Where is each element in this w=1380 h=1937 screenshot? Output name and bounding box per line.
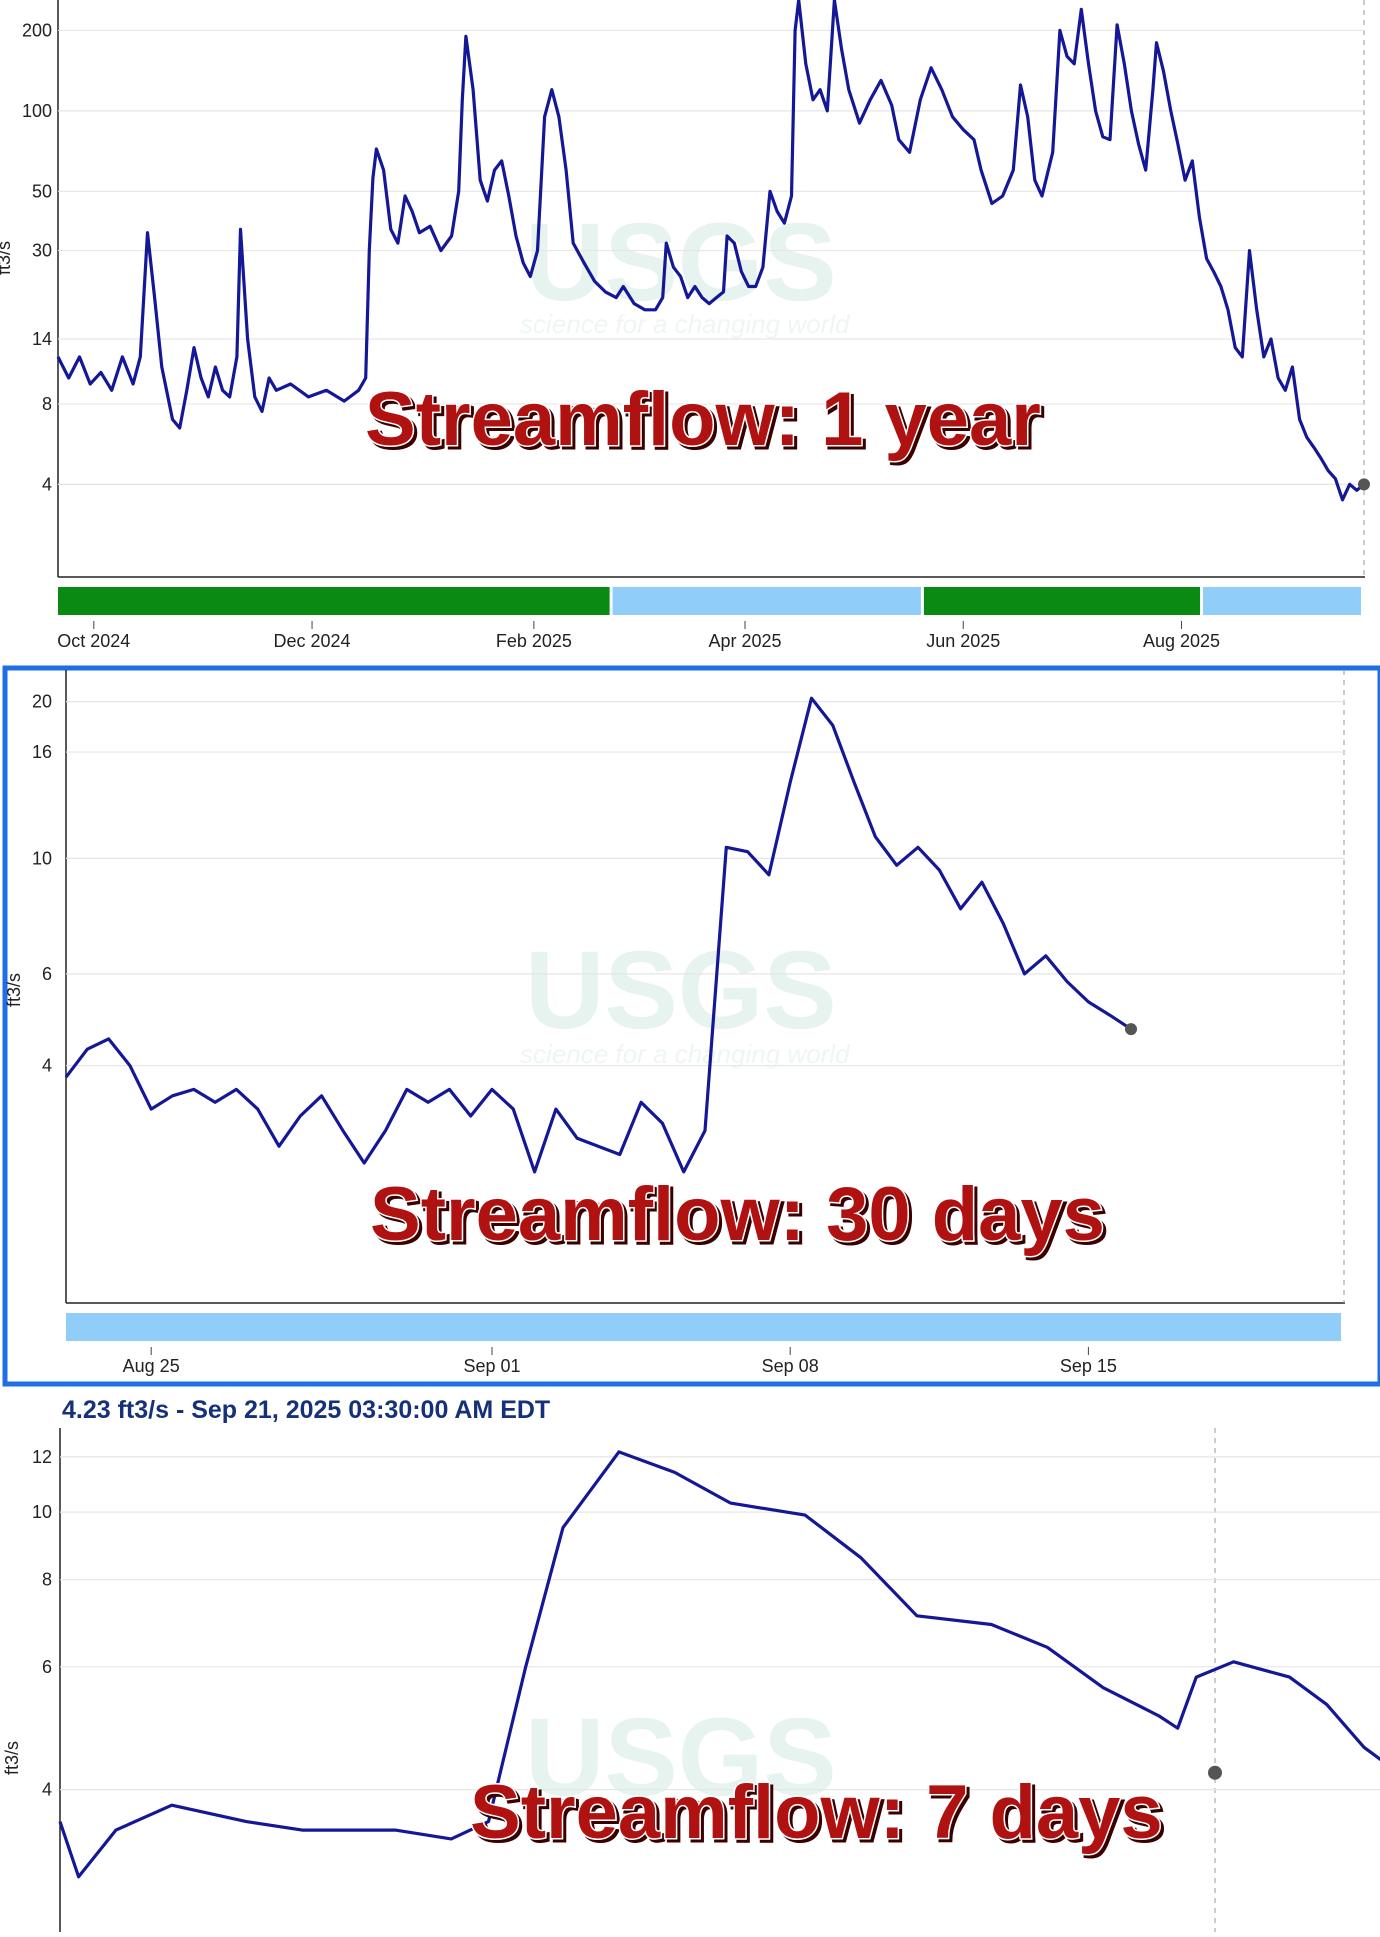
watermark-2: USGS science for a changing world <box>520 929 851 1069</box>
approval-status-segment <box>66 1313 1341 1341</box>
watermark-logo: USGS <box>525 929 837 1052</box>
x-tick-label: Dec 2024 <box>274 631 351 651</box>
hover-value-marker <box>1208 1765 1222 1780</box>
y-axis-label: ft3/s <box>0 241 14 275</box>
chart-1-year: USGS science for a changing world 200100… <box>0 0 1370 651</box>
watermark-3: USGS <box>525 1696 837 1819</box>
x-tick-label: Oct 2024 <box>57 631 130 651</box>
streamflow-series-line <box>58 1450 1380 1879</box>
selected-panel-frame <box>2 665 1380 1387</box>
y-tick-label: 200 <box>22 20 52 40</box>
y-tick-label: 4 <box>42 1056 52 1076</box>
approval-status-segment <box>1202 587 1361 615</box>
streamflow-series-line <box>64 696 1132 1174</box>
y-tick-label: 6 <box>42 964 52 984</box>
y-tick-label: 4 <box>42 474 52 494</box>
x-tick-label: Sep 01 <box>463 1356 520 1376</box>
y-axis-label: ft3/s <box>4 973 24 1007</box>
chart-7-days: 4.23 ft3/s - Sep 21, 2025 03:30:00 AM ED… <box>2 1396 1380 1932</box>
x-tick-label: Sep 08 <box>762 1356 819 1376</box>
x-tick-label: Sep 15 <box>1060 1356 1117 1376</box>
chart-overlay-title: Streamflow: 1 year <box>365 377 1041 462</box>
approval-status-segment <box>923 587 1200 615</box>
y-tick-label: 100 <box>22 101 52 121</box>
x-tick-label: Aug 2025 <box>1143 631 1220 651</box>
latest-value-marker <box>1358 478 1370 491</box>
y-tick-label: 30 <box>32 241 52 261</box>
x-tick-label: Aug 25 <box>123 1356 180 1376</box>
y-tick-label: 4 <box>42 1780 52 1800</box>
y-tick-label: 10 <box>32 848 52 868</box>
watermark-tagline: science for a changing world <box>520 309 851 339</box>
y-tick-label: 16 <box>32 742 52 762</box>
chart-30-days: USGS science for a changing world 20 16 10… <box>4 670 1345 1376</box>
x-tick-label: Jun 2025 <box>926 631 1000 651</box>
y-tick-label: 12 <box>32 1447 52 1467</box>
watermark-tagline: science for a changing world <box>520 1039 851 1069</box>
watermark-logo: USGS <box>525 1696 837 1819</box>
chart-overlay-title: Streamflow: 30 days <box>370 1172 1105 1257</box>
y-tick-label: 8 <box>42 1570 52 1590</box>
y-axis-label: ft3/s <box>2 1741 22 1775</box>
approval-status-segment <box>58 587 610 615</box>
y-tick-label: 20 <box>32 692 52 712</box>
streamflow-series-line <box>56 0 1366 502</box>
x-tick-label: Apr 2025 <box>708 631 781 651</box>
x-tick-label: Feb 2025 <box>496 631 572 651</box>
y-tick-label: 6 <box>42 1657 52 1677</box>
latest-value-marker <box>1125 1023 1137 1036</box>
value-readout: 4.23 ft3/s - Sep 21, 2025 03:30:00 AM ED… <box>62 1396 550 1424</box>
chart-overlay-title: Streamflow: 7 days <box>470 1770 1163 1855</box>
y-tick-label: 50 <box>32 181 52 201</box>
y-tick-label: 10 <box>32 1502 52 1522</box>
y-tick-label: 14 <box>32 329 52 349</box>
y-tick-label: 8 <box>42 394 52 414</box>
approval-status-segment <box>612 587 921 615</box>
